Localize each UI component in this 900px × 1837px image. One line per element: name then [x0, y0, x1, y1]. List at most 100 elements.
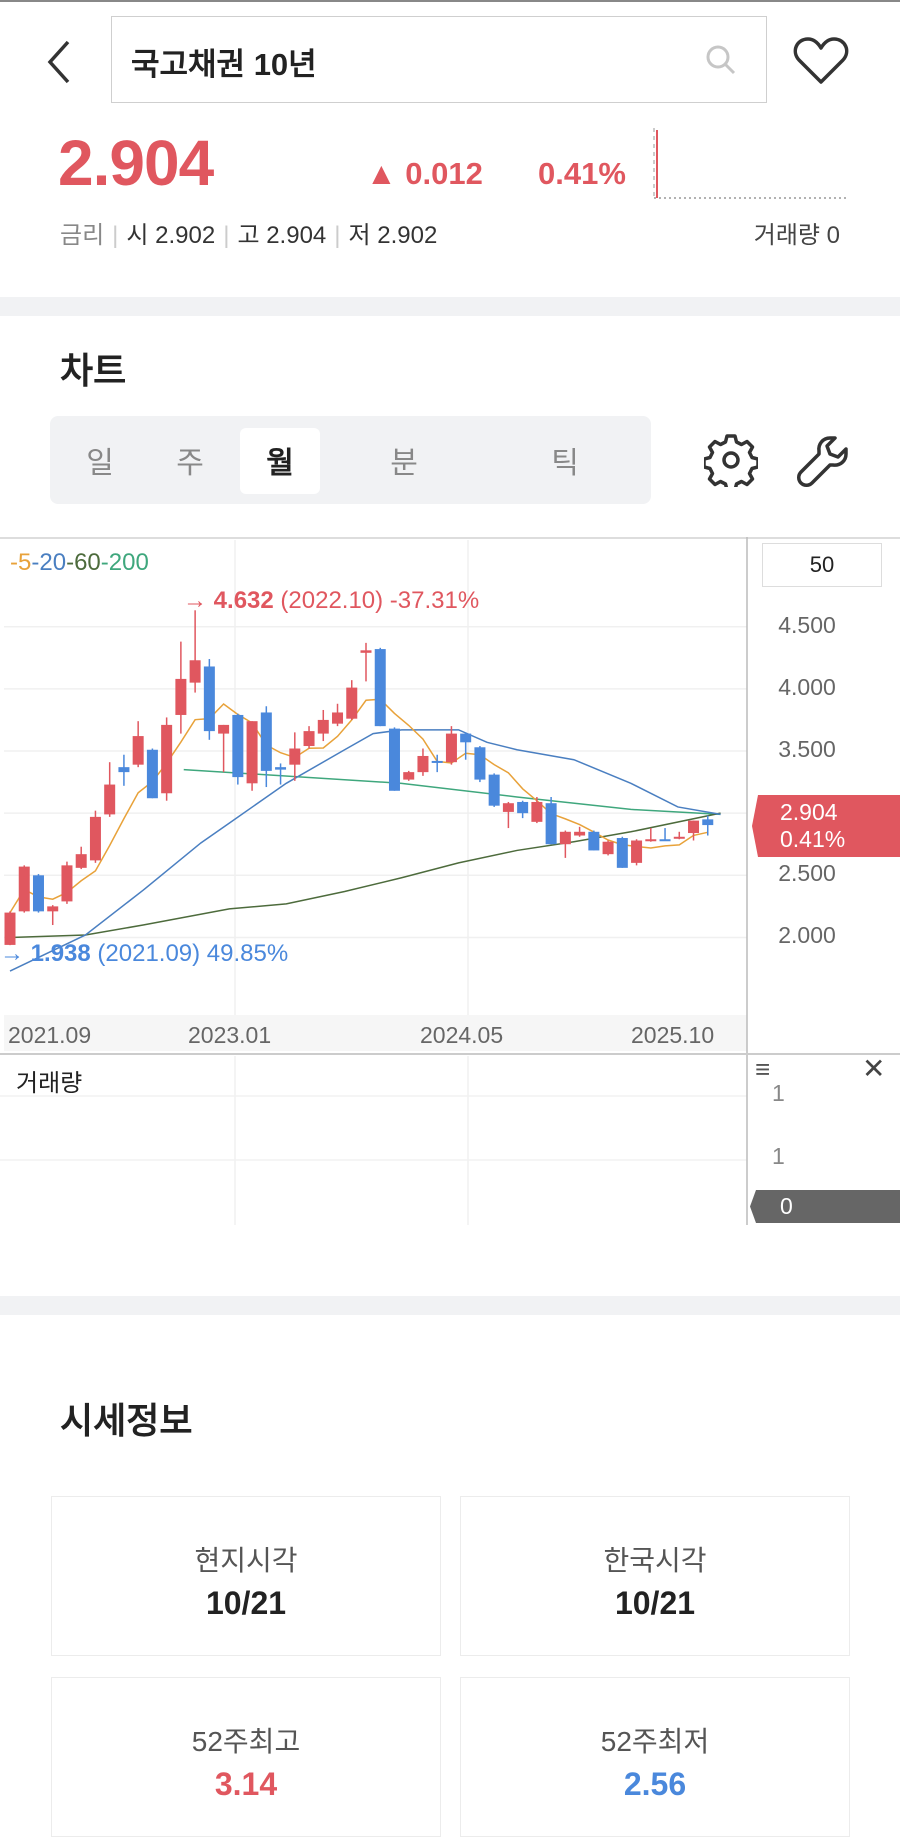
- current-price: 2.904: [58, 127, 214, 199]
- open-value: 시 2.902: [126, 222, 216, 249]
- section-divider: [0, 297, 900, 316]
- candle-up: [317, 719, 329, 734]
- volume-panel-title: 거래량: [16, 1070, 83, 1097]
- tab-day[interactable]: 일: [86, 447, 114, 480]
- candle-down: [545, 803, 557, 845]
- candle-up: [631, 840, 643, 863]
- candle-up: [403, 772, 415, 780]
- candle-up: [89, 816, 101, 861]
- high-value: 고 2.904: [237, 222, 327, 249]
- card-label: 52주최저: [600, 1726, 710, 1757]
- candle-up: [346, 687, 358, 719]
- legend-ma5: -5: [10, 549, 32, 576]
- candle-up: [559, 831, 571, 845]
- ma60-line: [9, 812, 721, 939]
- candle-up: [502, 803, 514, 812]
- period-tabs: 일 주 월 분 틱: [50, 416, 651, 504]
- low-value: 저 2.902: [348, 222, 438, 249]
- info-card-local-time: 현지시각 10/21: [51, 1496, 441, 1656]
- candle-down: [260, 712, 272, 771]
- search-input[interactable]: 국고채권 10년: [111, 16, 767, 103]
- candle-up: [602, 841, 614, 855]
- candle-up: [4, 912, 16, 945]
- candle-up: [18, 866, 30, 912]
- rate-label: 금리: [60, 222, 105, 249]
- tab-minute[interactable]: 분: [390, 447, 418, 480]
- candle-up: [417, 755, 429, 773]
- close-icon[interactable]: ✕: [862, 1053, 886, 1084]
- candle-down: [659, 839, 671, 842]
- candle-up: [218, 724, 230, 734]
- visible-count-input[interactable]: 50: [762, 543, 882, 587]
- search-icon[interactable]: [704, 43, 738, 77]
- menu-icon[interactable]: ≡: [755, 1054, 771, 1084]
- tab-week[interactable]: 주: [176, 447, 204, 480]
- candle-down: [588, 831, 600, 851]
- tag-price: 2.904: [780, 799, 838, 825]
- card-label: 한국시각: [603, 1545, 707, 1576]
- favorite-button[interactable]: [792, 36, 850, 91]
- candle-up: [673, 836, 685, 839]
- back-button[interactable]: [44, 38, 74, 91]
- candle-down: [374, 649, 386, 727]
- candle-up: [132, 736, 144, 765]
- candle-down: [203, 666, 215, 732]
- min-value: 1.938: [30, 940, 91, 967]
- x-tick-label: 2025.10: [631, 1022, 715, 1048]
- chart-top-border: [0, 537, 900, 539]
- ma5-line: [9, 698, 708, 913]
- candle-up: [445, 733, 457, 763]
- candle-down: [388, 728, 400, 791]
- candle-down: [616, 838, 628, 868]
- volume-y-tick: 1: [772, 1143, 785, 1169]
- candle-up: [303, 731, 315, 747]
- candle-up: [531, 801, 543, 822]
- y-tick-label: 2.000: [778, 922, 836, 948]
- wrench-icon[interactable]: [796, 434, 850, 488]
- candle-up: [104, 784, 116, 815]
- tag-percent: 0.41%: [780, 826, 846, 852]
- card-value: 3.14: [214, 1766, 278, 1802]
- legend-ma200: -200: [100, 549, 149, 576]
- candle-up: [360, 650, 372, 653]
- heart-icon: [793, 37, 849, 84]
- volume-panel-border: [0, 1053, 900, 1055]
- card-label: 52주최고: [191, 1726, 301, 1757]
- chart-section-title: 차트: [60, 350, 127, 391]
- candle-down: [232, 714, 244, 778]
- arrow-right-icon: →: [0, 940, 31, 967]
- candle-up: [175, 678, 187, 715]
- ma20-line: [9, 729, 721, 972]
- x-tick-label: 2024.05: [420, 1022, 504, 1048]
- card-label: 현지시각: [194, 1545, 298, 1576]
- legend-ma60: -60: [66, 549, 101, 576]
- card-value: 10/21: [205, 1585, 287, 1621]
- candle-down: [517, 801, 529, 814]
- gear-icon[interactable]: [704, 433, 758, 487]
- candle-up: [645, 839, 657, 842]
- status-divider: [0, 0, 900, 2]
- candle-up: [161, 724, 173, 794]
- candle-up: [332, 712, 344, 724]
- candle-up: [688, 820, 700, 834]
- min-annotation: → 1.938 (2021.09) 49.85%: [0, 940, 288, 968]
- card-value: 10/21: [614, 1585, 696, 1621]
- candle-up: [75, 854, 87, 868]
- info-card-52w-high: 52주최고 3.14: [51, 1677, 441, 1837]
- candle-up: [246, 721, 258, 784]
- candle-up: [574, 831, 586, 836]
- legend-ma20: -20: [31, 549, 67, 576]
- info-card-52w-low: 52주최저 2.56: [460, 1677, 850, 1837]
- tab-tick[interactable]: 틱: [551, 447, 579, 480]
- volume-y-tick: 1: [772, 1080, 785, 1106]
- price-chart[interactable]: [0, 0, 900, 1230]
- y-tick-label: 4.000: [778, 674, 836, 700]
- y-tick-label: 4.500: [778, 612, 836, 638]
- ma200-line: [183, 768, 721, 816]
- candle-down: [474, 747, 486, 780]
- arrow-right-icon: →: [183, 587, 214, 614]
- info-card-korea-time: 한국시각 10/21: [460, 1496, 850, 1656]
- tab-month[interactable]: 월: [266, 447, 294, 480]
- candle-down: [146, 749, 158, 799]
- max-detail: (2022.10) -37.31%: [273, 587, 480, 614]
